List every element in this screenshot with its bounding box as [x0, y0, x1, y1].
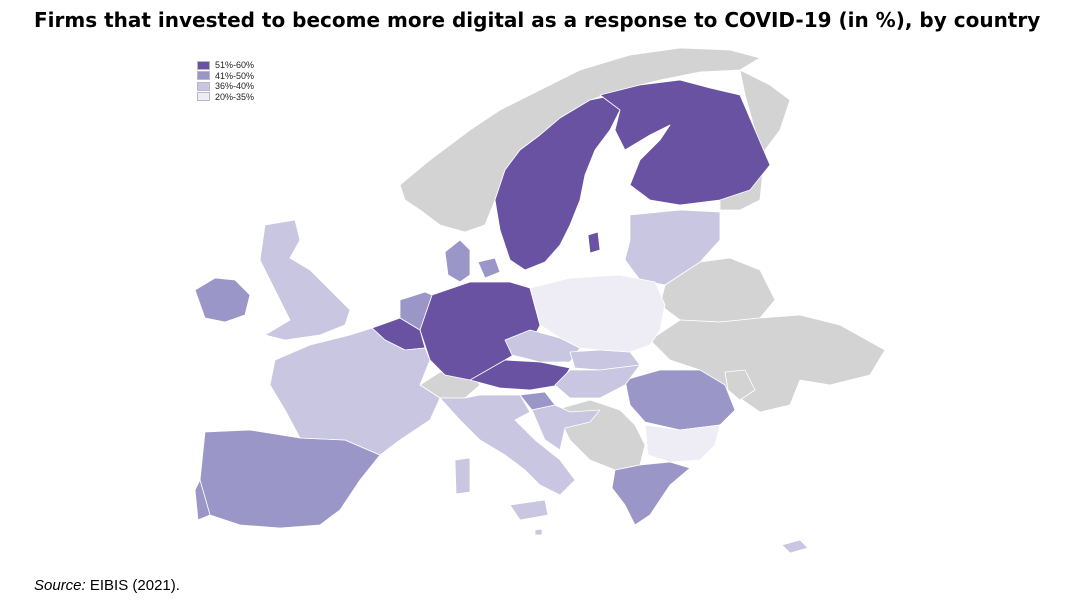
region-france [269, 327, 441, 456]
region-malta [534, 528, 543, 536]
region-denmark-islands [477, 257, 501, 279]
region-baltics [624, 209, 721, 286]
region-finland [599, 79, 771, 206]
region-hungary [554, 364, 641, 399]
source-label: Source: [34, 577, 86, 594]
band-20-35 [529, 274, 721, 463]
legend-label: 41%-50% [215, 70, 255, 81]
chart-title: Firms that invested to become more digit… [34, 8, 1041, 32]
region-moldova [724, 369, 756, 401]
region-sweden [494, 94, 621, 271]
band-41-50 [194, 239, 736, 529]
legend-label: 20%-35% [215, 91, 255, 102]
region-uk [259, 219, 351, 341]
legend-swatch-36-40 [197, 81, 210, 91]
legend-label: 36%-40% [215, 81, 255, 92]
no-data-regions [399, 47, 886, 471]
region-ireland [194, 277, 251, 323]
legend-label: 51%-60% [215, 60, 255, 71]
source-note: Source: EIBIS (2021). [34, 577, 180, 594]
legend-swatch-51-60 [197, 60, 210, 70]
region-poland [529, 274, 666, 353]
region-belarus [659, 257, 776, 323]
band-51-60 [371, 79, 771, 391]
region-italy [439, 394, 576, 496]
region-denmark [444, 239, 471, 283]
europe-map [194, 47, 886, 554]
legend-item: 20%-35% [197, 92, 254, 103]
source-text: EIBIS (2021). [85, 577, 180, 594]
region-sardinia [454, 457, 471, 495]
region-portugal [194, 479, 211, 521]
region-spain [199, 429, 381, 529]
region-gotland [587, 231, 601, 254]
region-netherlands [399, 291, 433, 331]
legend-item: 36%-40% [197, 81, 254, 92]
legend: 51%-60% 41%-50% 36%-40% 20%-35% [197, 60, 254, 102]
legend-swatch-20-35 [197, 92, 210, 102]
band-36-40 [259, 209, 809, 554]
region-romania [624, 369, 736, 431]
region-croatia [531, 404, 601, 451]
region-cyprus [781, 539, 809, 554]
legend-item: 41%-50% [197, 71, 254, 82]
legend-swatch-41-50 [197, 71, 210, 81]
region-bulgaria [644, 424, 721, 463]
region-sicily [509, 499, 549, 521]
region-greece [611, 461, 691, 526]
legend-item: 51%-60% [197, 60, 254, 71]
